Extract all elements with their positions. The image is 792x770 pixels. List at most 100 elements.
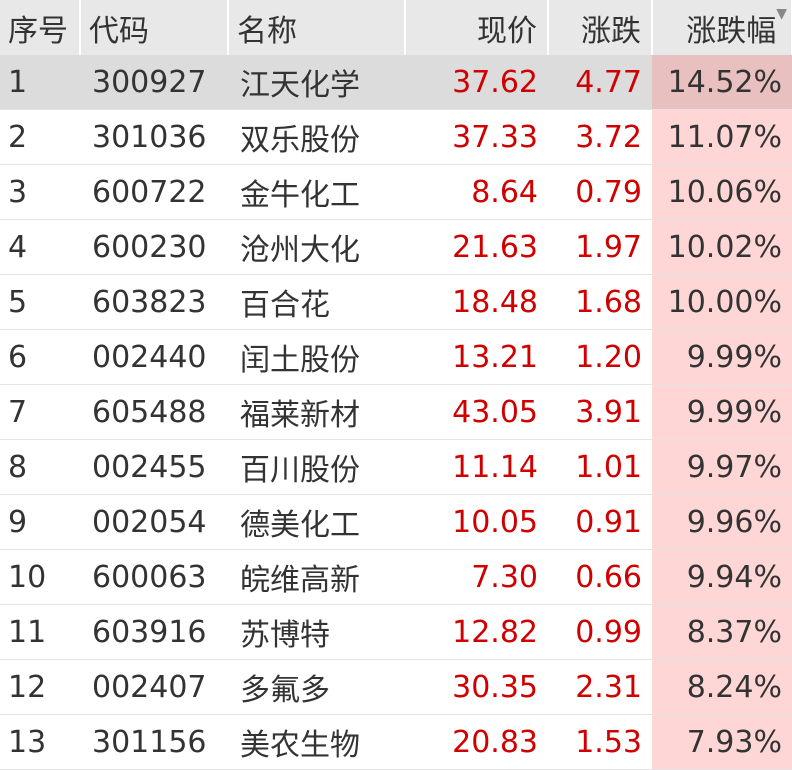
price: 12.82: [405, 604, 548, 660]
change-pct: 9.97%: [652, 439, 792, 495]
table-row[interactable]: 10 600063 皖维高新 7.30 0.66 9.94%: [0, 549, 792, 605]
stock-name: 德美化工: [228, 494, 405, 550]
price: 18.48: [405, 274, 548, 330]
change-pct: 9.99%: [652, 329, 792, 385]
stock-code: 301036: [80, 109, 228, 165]
change: 0.91: [548, 494, 652, 550]
stock-code: 600063: [80, 549, 228, 605]
row-index: 7: [0, 384, 80, 440]
change-pct: 9.99%: [652, 384, 792, 440]
table-row[interactable]: 4 600230 沧州大化 21.63 1.97 10.02%: [0, 219, 792, 275]
stock-name: 百合花: [228, 274, 405, 330]
header-change[interactable]: 涨跌: [548, 0, 653, 55]
stock-name: 双乐股份: [228, 109, 405, 165]
stock-code: 301156: [80, 714, 228, 770]
stock-code: 600230: [80, 219, 228, 275]
stock-name: 沧州大化: [228, 219, 405, 275]
change: 1.97: [548, 219, 652, 275]
table-row[interactable]: 1 300927 江天化学 37.62 4.77 14.52%: [0, 55, 792, 110]
change: 3.91: [548, 384, 652, 440]
row-index: 2: [0, 109, 80, 165]
change-pct: 14.52%: [652, 55, 792, 110]
change-pct: 8.37%: [652, 604, 792, 660]
table-row[interactable]: 7 605488 福莱新材 43.05 3.91 9.99%: [0, 384, 792, 440]
row-index: 11: [0, 604, 80, 660]
stock-code: 603916: [80, 604, 228, 660]
table-row[interactable]: 5 603823 百合花 18.48 1.68 10.00%: [0, 274, 792, 330]
stock-code: 600722: [80, 164, 228, 220]
stock-code: 002407: [80, 659, 228, 715]
stock-code: 603823: [80, 274, 228, 330]
stock-name: 多氟多: [228, 659, 405, 715]
header-pct[interactable]: 涨跌幅▼: [652, 0, 792, 55]
stock-code: 002455: [80, 439, 228, 495]
stock-name: 江天化学: [228, 55, 405, 110]
table-row[interactable]: 13 301156 美农生物 20.83 1.53 7.93%: [0, 714, 792, 770]
price: 30.35: [405, 659, 548, 715]
price: 37.62: [405, 55, 548, 110]
change: 2.31: [548, 659, 652, 715]
table-row[interactable]: 3 600722 金牛化工 8.64 0.79 10.06%: [0, 164, 792, 220]
header-index[interactable]: 序号: [0, 0, 81, 55]
change: 4.77: [548, 55, 652, 110]
price: 7.30: [405, 549, 548, 605]
stock-code: 605488: [80, 384, 228, 440]
table-row[interactable]: 6 002440 闰土股份 13.21 1.20 9.99%: [0, 329, 792, 385]
table-row[interactable]: 11 603916 苏博特 12.82 0.99 8.37%: [0, 604, 792, 660]
change: 3.72: [548, 109, 652, 165]
price: 43.05: [405, 384, 548, 440]
header-pct-label: 涨跌幅: [686, 13, 777, 49]
stock-code: 300927: [80, 55, 228, 110]
price: 20.83: [405, 714, 548, 770]
change: 1.20: [548, 329, 652, 385]
change-pct: 11.07%: [652, 109, 792, 165]
price: 37.33: [405, 109, 548, 165]
change: 1.01: [548, 439, 652, 495]
change-pct: 7.93%: [652, 714, 792, 770]
change: 1.53: [548, 714, 652, 770]
row-index: 1: [0, 55, 80, 110]
change-pct: 8.24%: [652, 659, 792, 715]
price: 11.14: [405, 439, 548, 495]
price: 21.63: [405, 219, 548, 275]
stock-name: 苏博特: [228, 604, 405, 660]
header-row: 序号 代码 名称 现价 涨跌 涨跌幅▼: [0, 0, 792, 55]
table-row[interactable]: 12 002407 多氟多 30.35 2.31 8.24%: [0, 659, 792, 715]
change-pct: 10.06%: [652, 164, 792, 220]
stock-name: 金牛化工: [228, 164, 405, 220]
stock-name: 百川股份: [228, 439, 405, 495]
row-index: 10: [0, 549, 80, 605]
stock-name: 福莱新材: [228, 384, 405, 440]
stock-code: 002054: [80, 494, 228, 550]
change-pct: 10.00%: [652, 274, 792, 330]
stock-name: 闰土股份: [228, 329, 405, 385]
price: 13.21: [405, 329, 548, 385]
row-index: 5: [0, 274, 80, 330]
change: 0.79: [548, 164, 652, 220]
row-index: 9: [0, 494, 80, 550]
table-row[interactable]: 8 002455 百川股份 11.14 1.01 9.97%: [0, 439, 792, 495]
change: 1.68: [548, 274, 652, 330]
table-row[interactable]: 9 002054 德美化工 10.05 0.91 9.96%: [0, 494, 792, 550]
stock-code: 002440: [80, 329, 228, 385]
change: 0.99: [548, 604, 652, 660]
sort-down-icon: ▼: [776, 5, 787, 22]
price: 10.05: [405, 494, 548, 550]
row-index: 12: [0, 659, 80, 715]
change-pct: 9.94%: [652, 549, 792, 605]
row-index: 3: [0, 164, 80, 220]
change: 0.66: [548, 549, 652, 605]
row-index: 13: [0, 714, 80, 770]
row-index: 6: [0, 329, 80, 385]
stock-name: 皖维高新: [228, 549, 405, 605]
row-index: 8: [0, 439, 80, 495]
change-pct: 10.02%: [652, 219, 792, 275]
header-code[interactable]: 代码: [80, 0, 229, 55]
stock-name: 美农生物: [228, 714, 405, 770]
header-name[interactable]: 名称: [228, 0, 406, 55]
table-row[interactable]: 2 301036 双乐股份 37.33 3.72 11.07%: [0, 109, 792, 165]
header-price[interactable]: 现价: [405, 0, 549, 55]
change-pct: 9.96%: [652, 494, 792, 550]
price: 8.64: [405, 164, 548, 220]
